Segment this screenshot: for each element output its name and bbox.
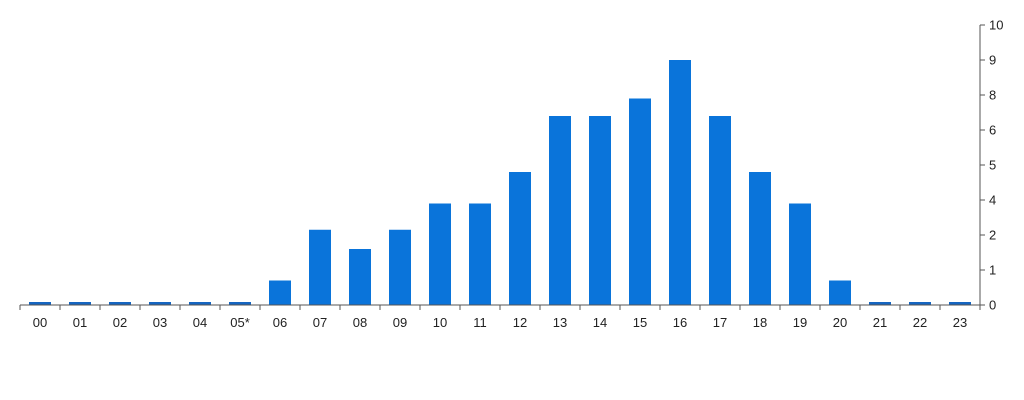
x-tick-label: 09 xyxy=(393,315,407,330)
y-tick-label: 8 xyxy=(989,88,996,103)
x-tick-label: 00 xyxy=(33,315,47,330)
y-tick-label: 0 xyxy=(989,298,996,313)
bar-09 xyxy=(389,229,411,305)
bar-07 xyxy=(309,229,331,305)
bar-15 xyxy=(629,98,651,305)
x-tick-label: 23 xyxy=(953,315,967,330)
x-axis: 00 01 02 03 04 05* 06 07 08 09 10 11 12 13 14 15 16 17 18 1… xyxy=(19,304,981,330)
x-tick-label: 08 xyxy=(353,315,367,330)
bar-13 xyxy=(549,116,571,305)
x-tick-label: 01 xyxy=(73,315,87,330)
bar-22 xyxy=(909,302,931,305)
x-tick-label: 21 xyxy=(873,315,887,330)
bar-19 xyxy=(789,203,811,305)
x-tick-label: 13 xyxy=(553,315,567,330)
bar-01 xyxy=(69,302,91,305)
bar-16 xyxy=(669,60,691,305)
y-tick-label: 2 xyxy=(989,228,996,243)
x-tick-label: 15 xyxy=(633,315,647,330)
y-tick-label: 9 xyxy=(989,53,996,68)
y-tick-label: 1 xyxy=(989,263,996,278)
bar-21 xyxy=(869,302,891,305)
bar-04 xyxy=(189,302,211,305)
bar-11 xyxy=(469,203,491,305)
bar-00 xyxy=(29,302,51,305)
x-tick-label: 19 xyxy=(793,315,807,330)
x-tick-label: 10 xyxy=(433,315,447,330)
x-tick-label: 18 xyxy=(753,315,767,330)
y-tick-label: 4 xyxy=(989,193,996,208)
bar-05star xyxy=(229,302,251,305)
bar-03 xyxy=(149,302,171,305)
bar-20 xyxy=(829,280,851,305)
bar-02 xyxy=(109,302,131,305)
y-tick-label: 5 xyxy=(989,158,996,173)
x-tick-label: 02 xyxy=(113,315,127,330)
bar-17 xyxy=(709,116,731,305)
x-tick-label: 11 xyxy=(473,315,487,330)
x-tick-label: 17 xyxy=(713,315,727,330)
bar-12 xyxy=(509,172,531,305)
x-tick-label: 04 xyxy=(193,315,207,330)
x-tick-label: 20 xyxy=(833,315,847,330)
bars-group xyxy=(29,60,971,305)
x-tick-label: 16 xyxy=(673,315,687,330)
bar-08 xyxy=(349,249,371,305)
x-tick-label: 03 xyxy=(153,315,167,330)
bar-06 xyxy=(269,280,291,305)
x-tick-label: 05* xyxy=(230,315,250,330)
y-tick-label: 6 xyxy=(989,123,996,138)
x-tick-label: 07 xyxy=(313,315,327,330)
y-tick-label: 10 xyxy=(989,18,1003,33)
x-tick-label: 14 xyxy=(593,315,607,330)
bar-10 xyxy=(429,203,451,305)
bar-23 xyxy=(949,302,971,305)
x-tick-label: 22 xyxy=(913,315,927,330)
x-tick-label: 12 xyxy=(513,315,527,330)
x-tick-label: 06 xyxy=(273,315,287,330)
bar-18 xyxy=(749,172,771,305)
y-axis: 0 1 2 4 5 6 8 9 10 xyxy=(979,18,1003,313)
bar-14 xyxy=(589,116,611,305)
